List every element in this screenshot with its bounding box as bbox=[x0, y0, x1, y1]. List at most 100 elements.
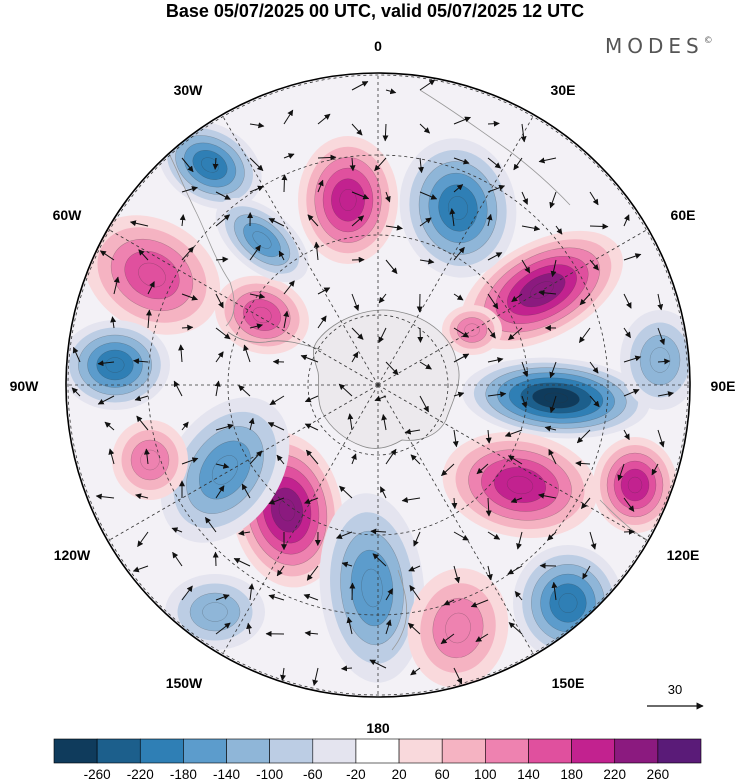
wind-vector bbox=[249, 293, 266, 299]
negative-anomaly-center bbox=[399, 138, 517, 278]
wind-vector bbox=[504, 429, 523, 438]
colorbar-label: 140 bbox=[517, 767, 540, 782]
wind-vector bbox=[181, 324, 194, 331]
wind-vector bbox=[137, 531, 149, 547]
wind-vector bbox=[589, 191, 599, 206]
wind-vector bbox=[181, 421, 189, 431]
wind-vector bbox=[419, 191, 438, 200]
wind-vector bbox=[243, 344, 251, 363]
wind-vector bbox=[341, 665, 353, 672]
wind-vector bbox=[475, 633, 489, 642]
wind-vector bbox=[385, 88, 397, 95]
wind-vector bbox=[409, 585, 421, 601]
wind-vector bbox=[520, 123, 527, 143]
wind-vector bbox=[578, 327, 591, 343]
wind-vector bbox=[341, 561, 353, 568]
wind-vector bbox=[550, 259, 557, 278]
wind-vector bbox=[181, 457, 199, 465]
wind-vector bbox=[555, 225, 563, 235]
wind-vector bbox=[487, 391, 507, 398]
wind-vector bbox=[313, 241, 320, 261]
latitude-circle bbox=[67, 74, 689, 696]
negative-anomaly-center bbox=[462, 357, 650, 439]
anomaly-contour-fill bbox=[361, 568, 383, 608]
wind-vector bbox=[617, 463, 625, 481]
meridian-line bbox=[107, 228, 379, 386]
wind-vector bbox=[215, 622, 231, 635]
wind-vector bbox=[521, 395, 528, 409]
wind-vector bbox=[95, 493, 115, 500]
longitude-label: 150E bbox=[552, 675, 585, 691]
wind-vector bbox=[249, 244, 261, 261]
wind-vector bbox=[233, 558, 251, 567]
wind-vector bbox=[133, 358, 149, 365]
wind-vector bbox=[268, 594, 285, 601]
wind-vector bbox=[113, 276, 120, 295]
wind-vector bbox=[549, 361, 557, 379]
wind-vector bbox=[548, 448, 557, 465]
colorbar-swatch bbox=[226, 738, 270, 764]
longitude-label: 90W bbox=[10, 378, 40, 394]
wind-vector bbox=[349, 157, 356, 172]
wind-vector bbox=[304, 423, 319, 431]
wind-vector bbox=[304, 630, 319, 637]
longitude-labels: 0 30E 60E 90E 120E 150E 180 150W 120W 90W 60W 30W bbox=[10, 38, 736, 736]
wind-vector bbox=[283, 153, 295, 159]
wind-vector bbox=[453, 157, 470, 165]
anomaly-contour-fill bbox=[252, 231, 272, 249]
brand-mark: © bbox=[703, 36, 713, 46]
wind-vector bbox=[179, 214, 186, 227]
wind-vector bbox=[417, 327, 424, 343]
wind-vector bbox=[97, 360, 115, 367]
wind-vector bbox=[278, 250, 285, 261]
colorbar-label: 60 bbox=[435, 767, 450, 782]
wind-vector bbox=[215, 214, 231, 227]
wind-vector bbox=[349, 582, 356, 601]
colorbar-label: 20 bbox=[392, 767, 407, 782]
wind-vector bbox=[181, 585, 193, 601]
wind-vector bbox=[418, 157, 424, 174]
meridian-line bbox=[221, 384, 379, 656]
wind-vector bbox=[249, 157, 264, 172]
wind-vector bbox=[143, 448, 150, 465]
wind-vector bbox=[487, 184, 506, 193]
wind-vector bbox=[248, 417, 255, 431]
wind-vector bbox=[215, 256, 229, 263]
wind-vector bbox=[623, 388, 640, 397]
anomaly-contour-fill bbox=[506, 475, 534, 495]
wind-vector bbox=[204, 517, 217, 533]
wind-vector bbox=[487, 252, 503, 261]
wind-vector bbox=[453, 391, 465, 398]
wind-vector bbox=[97, 395, 115, 405]
positive-anomaly-center bbox=[83, 215, 221, 335]
colorbar-label: 220 bbox=[603, 767, 626, 782]
wind-vector bbox=[487, 157, 502, 169]
wind-vector bbox=[538, 157, 557, 164]
wind-vector bbox=[351, 191, 370, 200]
anomaly-contour-fill bbox=[627, 476, 643, 494]
wind-vector bbox=[487, 531, 501, 540]
wind-vector bbox=[351, 293, 360, 312]
wind-vector bbox=[385, 224, 403, 231]
wind-vector bbox=[135, 493, 149, 500]
wind-vector bbox=[369, 659, 387, 669]
meridian-line bbox=[221, 114, 379, 386]
wind-vectors bbox=[71, 79, 674, 686]
wind-vector bbox=[248, 583, 255, 601]
wind-vector bbox=[317, 315, 327, 329]
wind-vector bbox=[487, 357, 504, 363]
wind-vector bbox=[623, 214, 630, 227]
wind-vector bbox=[381, 414, 388, 431]
anomaly-contour-fill bbox=[558, 593, 578, 613]
wind-vector bbox=[181, 157, 194, 173]
wind-vector bbox=[419, 123, 431, 134]
wind-vector bbox=[451, 497, 458, 509]
meridian-line bbox=[107, 384, 379, 542]
meridian-line bbox=[377, 384, 535, 656]
colorbar-swatch bbox=[614, 738, 659, 764]
positive-anomaly-center bbox=[593, 437, 677, 533]
reference-vector: 30 bbox=[647, 682, 704, 710]
wind-vector bbox=[513, 157, 523, 171]
wind-vector bbox=[145, 309, 152, 329]
wind-vector bbox=[378, 327, 387, 344]
